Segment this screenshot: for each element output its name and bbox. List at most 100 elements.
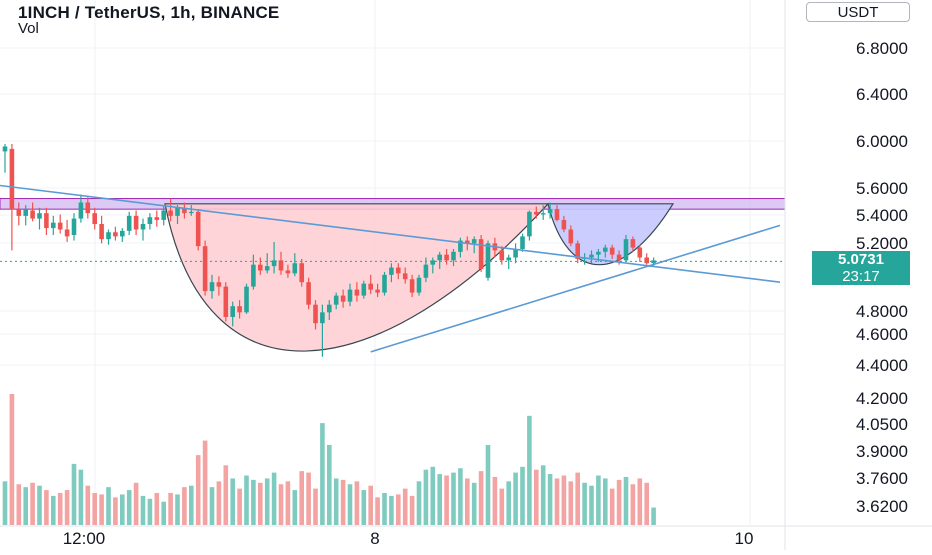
volume-bar: [30, 482, 35, 525]
volume-bar: [161, 501, 166, 525]
candle-down: [313, 304, 318, 324]
price-tick-label: 3.7600: [856, 469, 908, 488]
volume-bar: [2, 481, 8, 525]
volume-bar: [589, 485, 594, 525]
volume-bar: [147, 498, 153, 525]
candle-down: [499, 250, 505, 261]
candle-up: [251, 264, 256, 287]
volume-bar: [534, 469, 539, 525]
price-tick-label: 5.2000: [856, 234, 908, 253]
volume-bar: [57, 492, 63, 525]
price-tick-label: 4.0500: [856, 415, 908, 434]
candle-down: [216, 282, 222, 287]
volume-bar: [209, 487, 215, 525]
volume-bar: [85, 485, 91, 525]
candle-up: [140, 224, 146, 230]
volume-bar: [154, 492, 160, 525]
volume-bar: [382, 492, 387, 525]
volume-bar: [126, 490, 132, 525]
candle-down: [182, 207, 187, 214]
volume-bar: [389, 495, 394, 525]
candle-up: [120, 230, 125, 237]
candle-up: [540, 213, 546, 215]
volume-bar: [492, 476, 498, 525]
volume-bar: [444, 475, 449, 525]
volume-bar: [513, 472, 518, 525]
volume-bar: [78, 469, 84, 525]
time-tick-label: 12:00: [63, 529, 106, 548]
candle-down: [16, 209, 22, 216]
volume-bar: [409, 495, 415, 525]
volume-indicator-label: Vol: [18, 20, 39, 37]
volume-bar: [568, 481, 574, 525]
price-tick-label: 5.6000: [856, 179, 908, 198]
volume-bar: [182, 487, 187, 525]
volume-bar: [347, 484, 353, 525]
volume-bar: [264, 478, 270, 525]
candle-up: [506, 257, 511, 261]
candle-down: [616, 254, 622, 261]
candle-down: [534, 211, 539, 215]
candle-up: [106, 232, 111, 240]
candle-up: [71, 218, 77, 235]
volume-bar: [299, 471, 304, 525]
candle-down: [644, 257, 649, 264]
volume-bar: [368, 485, 373, 525]
candle-up: [161, 210, 166, 220]
cup-pattern-zone: [164, 203, 550, 352]
candle-down: [354, 289, 360, 296]
candle-up: [382, 274, 387, 293]
price-tick-label: 4.4000: [856, 356, 908, 375]
candle-up: [292, 263, 298, 274]
volume-bar: [189, 485, 194, 525]
candle-up: [320, 312, 325, 324]
volume-bar: [37, 485, 42, 525]
candle-countdown-tag: 23:17: [812, 268, 910, 285]
candle-down: [409, 279, 415, 293]
candle-up: [603, 247, 608, 252]
volume-bar: [596, 475, 601, 525]
volume-bar: [285, 481, 291, 525]
volume-bar: [251, 479, 256, 525]
time-tick-label: 10: [735, 529, 754, 548]
volume-bar: [637, 478, 643, 525]
candle-down: [465, 240, 470, 244]
volume-bar: [375, 497, 380, 525]
volume-bar: [140, 495, 146, 525]
currency-button[interactable]: USDT: [806, 2, 910, 22]
candle-up: [471, 239, 477, 244]
chart-title: 1INCH / TetherUS, 1h, BINANCE: [18, 3, 280, 22]
price-tick-label: 4.2000: [856, 389, 908, 408]
volume-bar: [547, 474, 553, 525]
candle-down: [202, 246, 208, 292]
volume-bar: [402, 488, 408, 525]
candle-up: [78, 202, 84, 219]
candle-down: [368, 283, 373, 290]
volume-bar: [223, 465, 229, 525]
candle-down: [64, 229, 70, 237]
volume-bar: [478, 471, 484, 525]
candle-down: [285, 270, 291, 274]
volume-bar: [16, 484, 22, 525]
candle-down: [223, 286, 229, 317]
volume-bar: [354, 481, 360, 525]
volume-bar: [216, 481, 222, 525]
volume-bar: [327, 444, 332, 525]
candle-down: [133, 215, 139, 230]
candle-up: [416, 277, 422, 293]
candle-down: [258, 264, 263, 271]
candle-down: [278, 260, 284, 271]
candle-up: [651, 260, 656, 264]
candle-up: [527, 211, 532, 237]
volume-bar: [133, 482, 139, 525]
volume-bar: [575, 472, 580, 525]
volume-bar: [465, 478, 470, 525]
candle-up: [596, 251, 601, 255]
trendline-ascending: [370, 224, 781, 353]
candle-down: [340, 295, 346, 302]
candle-down: [168, 210, 173, 216]
last-price-tag: 5.0731: [812, 251, 910, 268]
candle-up: [37, 213, 42, 219]
